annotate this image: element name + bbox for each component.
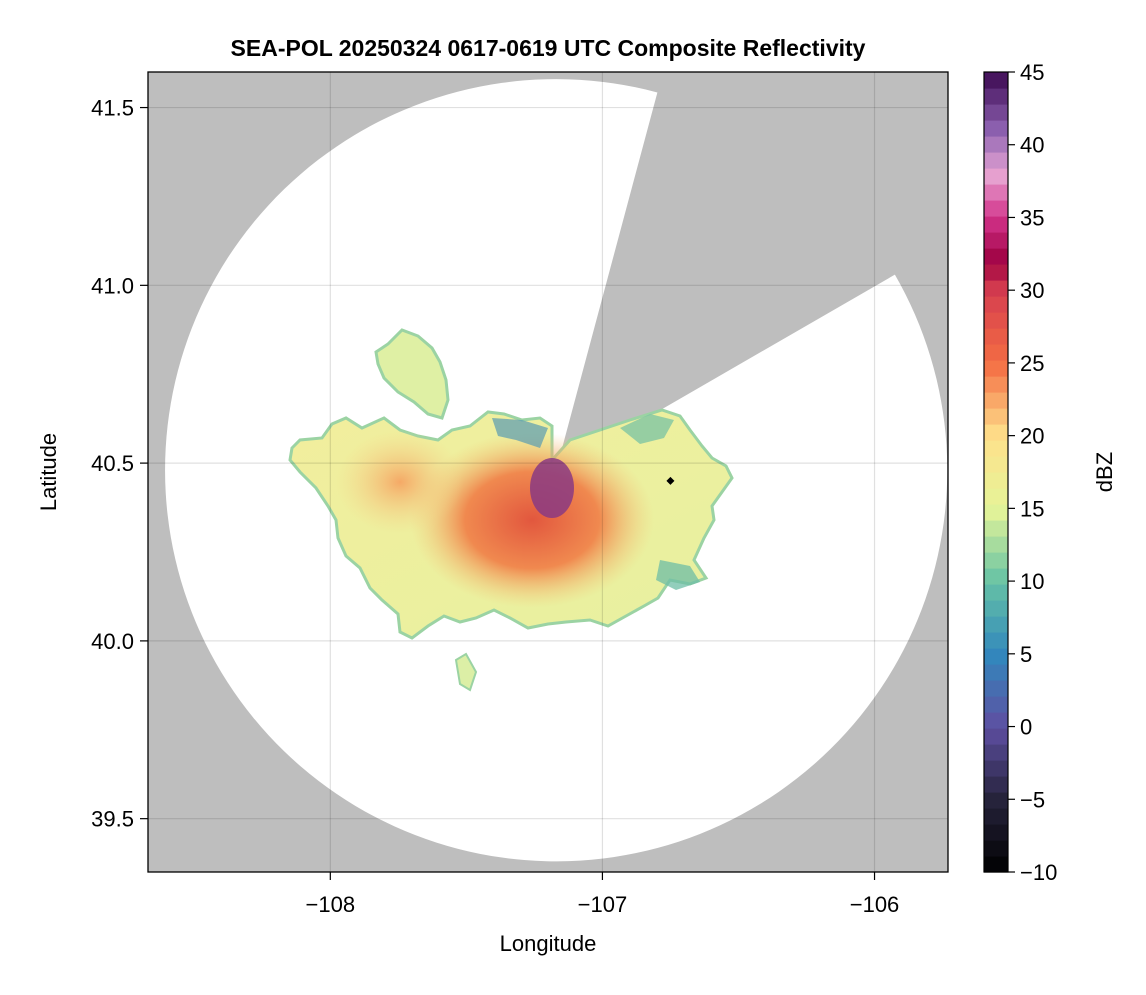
y-tick-label: 41.5 — [91, 96, 134, 121]
colorbar-tick-label: −10 — [1020, 860, 1057, 885]
colorbar-segment — [984, 664, 1008, 681]
y-axis-ticks: 41.5 41.0 40.5 40.0 39.5 — [91, 96, 148, 832]
colorbar-segment — [984, 168, 1008, 185]
colorbar-ticks: 45 40 35 30 25 20 15 10 5 0 −5 −10 — [1008, 60, 1057, 885]
colorbar-segment — [984, 632, 1008, 649]
echo-west-band — [336, 430, 464, 534]
colorbar-segment — [984, 360, 1008, 377]
y-tick-label: 41.0 — [91, 273, 134, 298]
colorbar-label: dBZ — [1092, 452, 1117, 492]
echo-south-fragment — [454, 652, 478, 692]
colorbar-segment — [984, 616, 1008, 633]
colorbar-segment — [984, 760, 1008, 777]
y-tick-label: 40.5 — [91, 451, 134, 476]
colorbar-segment — [984, 776, 1008, 793]
colorbar-segment — [984, 712, 1008, 729]
echo-core — [410, 432, 654, 608]
colorbar-segment — [984, 296, 1008, 313]
colorbar-segment — [984, 472, 1008, 489]
colorbar-segment — [984, 408, 1008, 425]
colorbar-tick-label: 5 — [1020, 642, 1032, 667]
colorbar — [984, 72, 1008, 873]
grid-lines — [148, 72, 948, 872]
plot-frame — [147, 71, 949, 873]
colorbar-segment — [984, 728, 1008, 745]
colorbar-segment — [984, 648, 1008, 665]
colorbar-tick-label: 25 — [1020, 351, 1044, 376]
colorbar-segment — [984, 216, 1008, 233]
echo-edge-ne — [620, 414, 674, 444]
colorbar-segment — [984, 280, 1008, 297]
colorbar-tick-label: 40 — [1020, 133, 1044, 158]
colorbar-segment — [984, 344, 1008, 361]
x-axis-ticks: −108 −107 −106 — [306, 872, 900, 917]
colorbar-segment — [984, 440, 1008, 457]
colorbar-segment — [984, 248, 1008, 265]
colorbar-segment — [984, 856, 1008, 873]
colorbar-segment — [984, 456, 1008, 473]
colorbar-segment — [984, 424, 1008, 441]
echo-north-cell — [374, 328, 450, 420]
colorbar-segment — [984, 808, 1008, 825]
colorbar-tick-label: 30 — [1020, 278, 1044, 303]
colorbar-segment — [984, 520, 1008, 537]
colorbar-tick-label: 10 — [1020, 569, 1044, 594]
y-tick-label: 40.0 — [91, 629, 134, 654]
colorbar-segment — [984, 264, 1008, 281]
colorbar-segment — [984, 568, 1008, 585]
echo-max-core — [530, 458, 574, 518]
colorbar-tick-label: 15 — [1020, 496, 1044, 521]
colorbar-segment — [984, 504, 1008, 521]
colorbar-segment — [984, 312, 1008, 329]
x-tick-label: −106 — [850, 892, 900, 917]
colorbar-segment — [984, 72, 1008, 89]
reflectivity-echoes — [288, 328, 734, 692]
echo-edge-se — [656, 560, 700, 590]
colorbar-segment — [984, 840, 1008, 857]
colorbar-tick-label: 20 — [1020, 424, 1044, 449]
colorbar-frame — [983, 71, 1009, 873]
chart-title: SEA-POL 20250324 0617-0619 UTC Composite… — [231, 35, 866, 61]
colorbar-tick-label: 0 — [1020, 715, 1032, 740]
colorbar-segment — [984, 552, 1008, 569]
colorbar-segment — [984, 232, 1008, 249]
y-tick-label: 39.5 — [91, 807, 134, 832]
colorbar-tick-label: 45 — [1020, 60, 1044, 85]
colorbar-segment — [984, 680, 1008, 697]
colorbar-segment — [984, 488, 1008, 505]
colorbar-segment — [984, 200, 1008, 217]
colorbar-segment — [984, 120, 1008, 137]
colorbar-segment — [984, 824, 1008, 841]
echo-edge-weak — [492, 418, 548, 448]
colorbar-tick-label: −5 — [1020, 787, 1045, 812]
colorbar-segment — [984, 88, 1008, 105]
colorbar-segment — [984, 792, 1008, 809]
x-axis-label: Longitude — [500, 931, 597, 956]
colorbar-segment — [984, 536, 1008, 553]
colorbar-segment — [984, 584, 1008, 601]
colorbar-segment — [984, 104, 1008, 121]
x-tick-label: −107 — [578, 892, 628, 917]
colorbar-segment — [984, 136, 1008, 153]
colorbar-segment — [984, 328, 1008, 345]
site-marker-diamond — [666, 476, 675, 485]
x-tick-label: −108 — [306, 892, 356, 917]
colorbar-tick-label: 35 — [1020, 205, 1044, 230]
y-axis-label: Latitude — [36, 433, 61, 511]
colorbar-segment — [984, 696, 1008, 713]
colorbar-segment — [984, 392, 1008, 409]
colorbar-segment — [984, 184, 1008, 201]
colorbar-segment — [984, 600, 1008, 617]
colorbar-segment — [984, 152, 1008, 169]
colorbar-segment — [984, 744, 1008, 761]
plot-area — [148, 72, 948, 872]
colorbar-segment — [984, 376, 1008, 393]
